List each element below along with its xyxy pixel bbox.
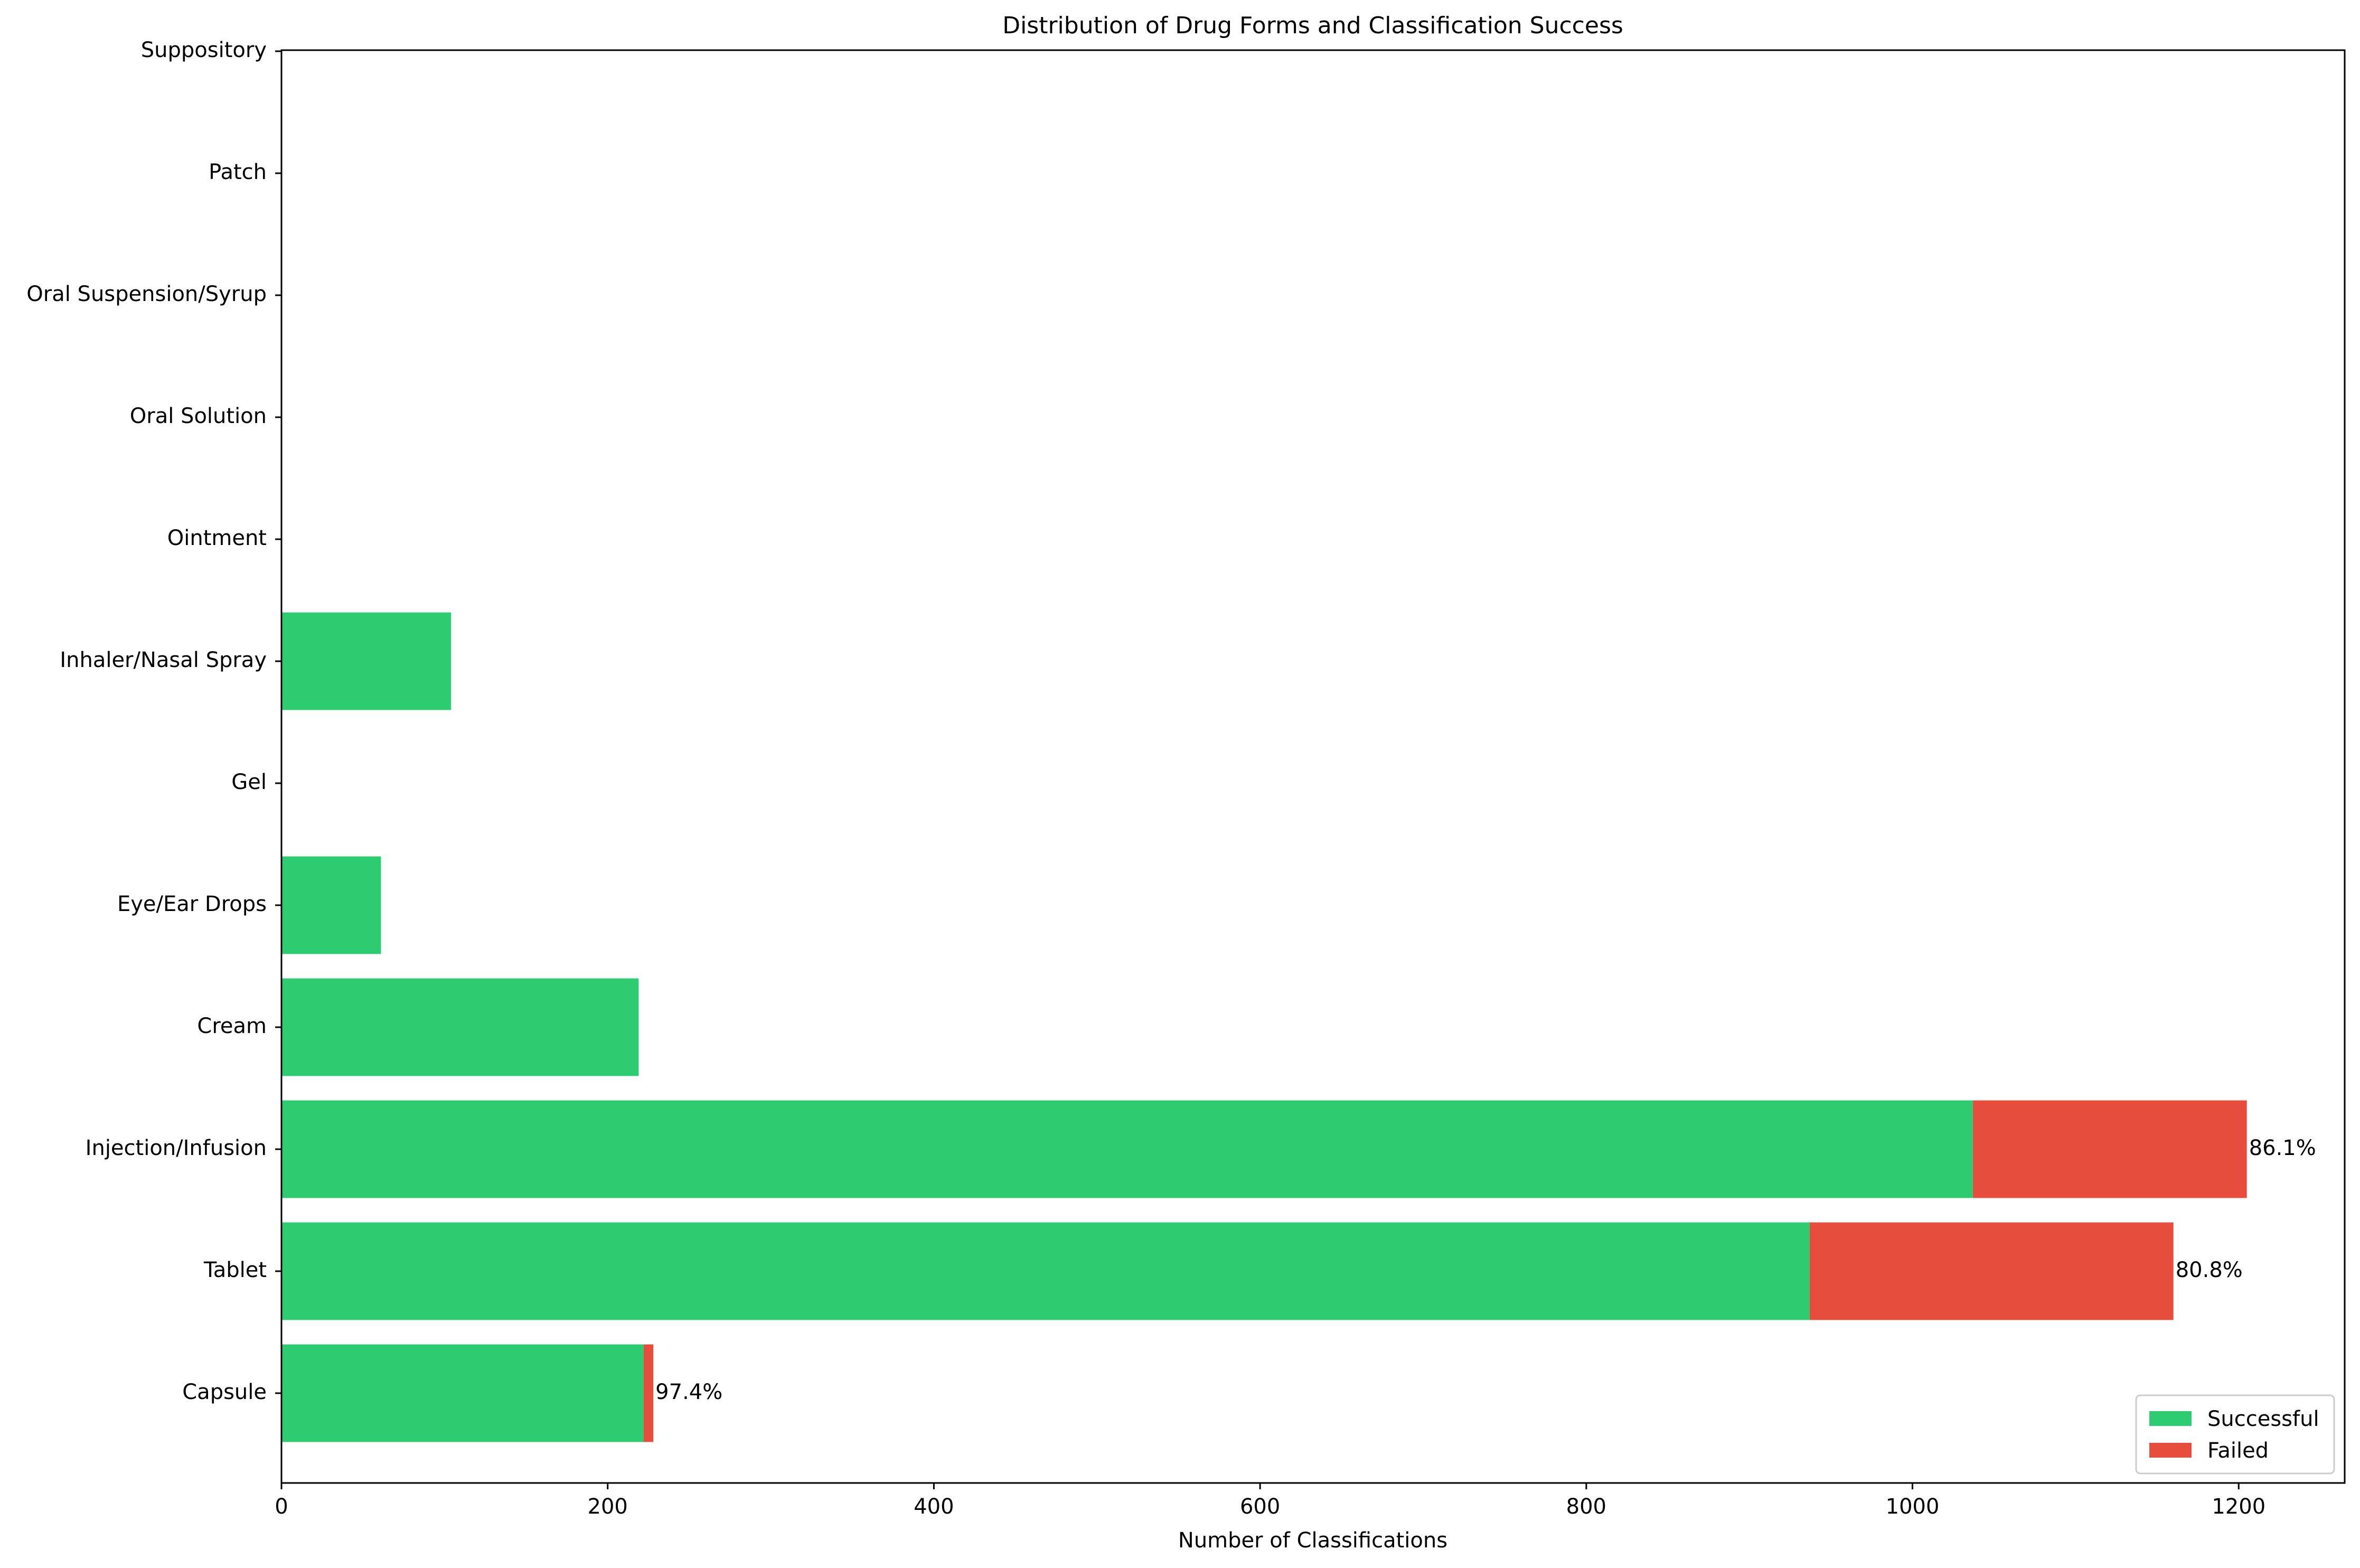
annotations-layer: 97.4% 80.8% 86.1% [655, 1136, 2316, 1404]
x-axis-label: Number of Classifications [1178, 1528, 1447, 1553]
x-tick-label-0: 0 [275, 1495, 288, 1519]
bar-tablet-failed [1809, 1222, 2174, 1320]
bar-capsule-failed [643, 1344, 654, 1442]
bar-inhaler-nasal-spray-successful [281, 612, 452, 710]
bar-injection-infusion-successful [281, 1100, 1973, 1198]
y-tick-label-ointment: Ointment [167, 526, 267, 550]
y-tick-label-inhaler-nasal-spray: Inhaler/Nasal Spray [60, 648, 267, 672]
x-tick-label-200: 200 [588, 1495, 628, 1519]
y-tick-label-eye-ear-drops: Eye/Ear Drops [117, 892, 267, 916]
x-tick-label-1200: 1200 [2212, 1495, 2265, 1519]
x-tick-label-400: 400 [914, 1495, 954, 1519]
x-tick-label-800: 800 [1566, 1495, 1606, 1519]
plot-area-frame [280, 49, 2346, 1484]
bar-capsule-successful [281, 1344, 644, 1442]
y-tick-label-injection-infusion: Injection/Infusion [86, 1136, 267, 1160]
bar-eye-ear-drops-successful [281, 856, 381, 954]
bar-tablet-successful [281, 1222, 1810, 1320]
legend-swatch-successful [2149, 1411, 2192, 1426]
y-tick-label-oral-solution: Oral Solution [130, 404, 267, 428]
x-tick-label-600: 600 [1240, 1495, 1280, 1519]
legend-label-successful: Successful [2207, 1407, 2319, 1431]
legend: Successful Failed [2135, 1394, 2335, 1475]
y-axis: Capsule Tablet Injection/Infusion Cream Eye/… [26, 38, 281, 1404]
chart-title: Distribution of Drug Forms and Classific… [1002, 12, 1623, 39]
y-tick-label-cream: Cream [197, 1014, 267, 1038]
y-tick-label-patch: Patch [209, 160, 267, 184]
legend-swatch-failed [2149, 1443, 2192, 1458]
bar-cream-successful [281, 978, 639, 1076]
y-tick-label-capsule: Capsule [182, 1380, 267, 1404]
bar-annotation-tablet: 80.8% [2176, 1258, 2243, 1282]
bar-annotation-injection-infusion: 86.1% [2249, 1136, 2316, 1160]
bar-injection-infusion-failed [1972, 1100, 2247, 1198]
x-tick-label-1000: 1000 [1886, 1495, 1940, 1519]
legend-label-failed: Failed [2207, 1439, 2269, 1463]
y-tick-label-gel: Gel [231, 770, 267, 794]
y-tick-label-tablet: Tablet [203, 1258, 267, 1282]
bar-annotation-capsule: 97.4% [655, 1380, 722, 1404]
y-tick-label-suppository: Suppository [141, 38, 267, 62]
bars-layer [281, 612, 2247, 1442]
x-axis: 0 200 400 600 800 1000 1200 [275, 1483, 2265, 1519]
y-tick-label-oral-suspension-syrup: Oral Suspension/Syrup [26, 282, 267, 306]
